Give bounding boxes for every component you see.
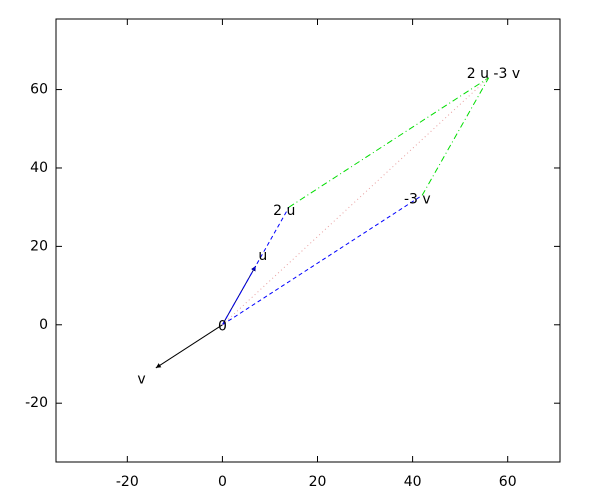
vector-arrow [155, 324, 223, 369]
y-tick-label: 60 [30, 82, 48, 98]
x-tick-label: -20 [116, 474, 139, 490]
guide-line [222, 77, 490, 326]
point-label: 2 u -3 v [467, 66, 520, 82]
x-tick-label: 40 [404, 474, 422, 490]
y-tick-label: 0 [39, 317, 48, 333]
y-tick-label: 40 [30, 160, 48, 176]
guide-line [222, 194, 423, 326]
x-tick-label: 20 [309, 474, 327, 490]
point-label: 0 [218, 319, 227, 335]
y-tick-label: -20 [25, 395, 48, 411]
point-label: v [137, 372, 145, 388]
guide-line [288, 77, 489, 208]
point-label: -3 v [404, 191, 431, 207]
x-tick-label: 0 [218, 474, 227, 490]
point-label: u [258, 248, 267, 264]
x-tick-label: 60 [499, 474, 517, 490]
guide-line [221, 206, 290, 326]
plot-frame [55, 18, 561, 463]
guide-line [421, 77, 490, 196]
y-tick-label: 20 [30, 238, 48, 254]
point-label: 2 u [273, 203, 295, 219]
